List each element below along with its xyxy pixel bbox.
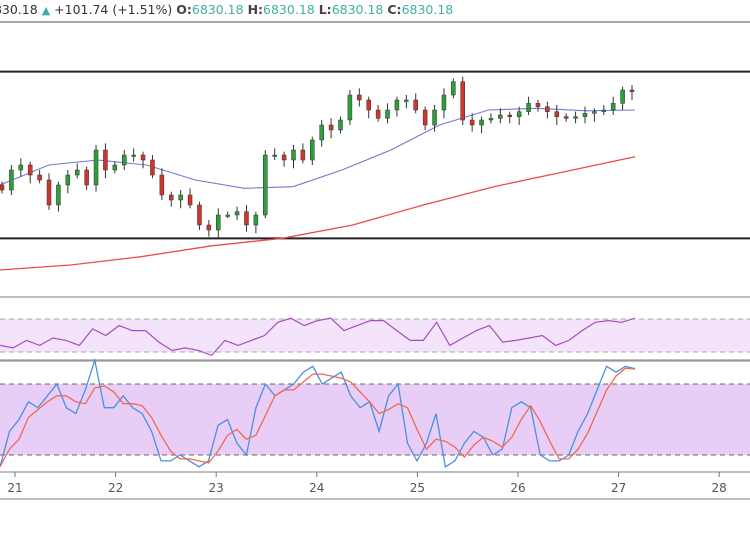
rsi-band	[0, 319, 750, 352]
candle-body	[507, 114, 513, 117]
high-value: 6830.18	[263, 2, 315, 17]
x-tick-label: 22	[108, 481, 123, 495]
candle-body	[592, 111, 597, 114]
open-label: O:	[176, 2, 192, 17]
candle-body	[159, 174, 165, 196]
candle-body	[460, 81, 465, 121]
candle-body	[140, 154, 146, 161]
candle-body	[272, 154, 277, 157]
candle-body	[338, 119, 343, 131]
low-label: L:	[318, 2, 332, 17]
candle-body	[178, 194, 183, 201]
candle-body	[441, 94, 447, 111]
candle-body	[629, 89, 635, 92]
candle-body	[432, 109, 437, 126]
stoch-k-line	[0, 357, 636, 468]
low-value: 6830.18	[331, 2, 384, 17]
candle-body	[545, 106, 550, 112]
candle-body	[74, 169, 80, 176]
stoch-d-line	[0, 367, 636, 468]
candle-body	[234, 211, 240, 216]
candle-body	[620, 89, 625, 104]
ma-slow-line	[0, 156, 636, 271]
candle-body	[9, 169, 14, 191]
candle-body	[488, 118, 494, 121]
candle-body	[150, 159, 155, 176]
candle-body	[479, 119, 484, 126]
candle-body	[310, 139, 315, 161]
candle-body	[319, 124, 324, 141]
candle-body	[451, 81, 456, 96]
x-tick-label: 28	[712, 481, 727, 495]
candle-body	[366, 99, 371, 111]
x-tick-label: 21	[7, 481, 22, 495]
candle-body	[263, 154, 268, 216]
candle-body	[300, 149, 306, 161]
candle-body	[385, 109, 390, 119]
candle-body	[65, 174, 71, 186]
candle-body	[131, 154, 136, 157]
candle-body	[244, 211, 249, 226]
candle-body	[563, 116, 569, 119]
candle-body	[216, 214, 221, 231]
candle-body	[206, 224, 212, 231]
candle-body	[582, 113, 588, 117]
candle-body	[46, 179, 52, 206]
x-tick-label: 27	[611, 481, 626, 495]
candle-body	[225, 214, 230, 217]
candle-body	[0, 184, 5, 191]
candle-body	[291, 149, 296, 161]
candle-body	[169, 194, 174, 201]
candle-body	[601, 109, 607, 112]
candle-body	[37, 174, 42, 181]
candle-body	[375, 109, 381, 119]
x-tick-label: 24	[309, 481, 324, 495]
candle-body	[535, 103, 541, 107]
candle-body	[328, 124, 334, 131]
candle-body	[187, 194, 193, 206]
candle-body	[93, 149, 99, 186]
candle-body	[394, 99, 400, 111]
candle-body	[357, 94, 362, 101]
last-price: 6830.18	[0, 2, 38, 17]
candle-body	[610, 103, 616, 111]
close-value: 6830.18	[401, 2, 454, 17]
close-label: C:	[387, 2, 402, 17]
triangle-up-icon: ▲	[41, 4, 51, 17]
high-label: H:	[247, 2, 264, 17]
candle-body	[253, 214, 259, 226]
candle-body	[573, 116, 578, 119]
candle-body	[469, 119, 475, 126]
candle-body	[526, 103, 531, 112]
candle-body	[121, 154, 127, 166]
rsi-line	[0, 317, 636, 357]
price-change: +101.74 (+1.51%)	[54, 2, 173, 17]
candle-body	[56, 184, 61, 206]
x-tick-label: 25	[410, 481, 425, 495]
candle-body	[516, 111, 522, 117]
candle-body	[112, 164, 118, 171]
candle-body	[281, 154, 287, 161]
x-tick-label: 23	[209, 481, 224, 495]
candle-body	[498, 114, 503, 119]
open-value: 6830.18	[191, 2, 244, 17]
ohlc-header: 6830.18 ▲ +101.74 (+1.51%) O:6830.18 H:6…	[0, 2, 453, 17]
x-tick-label: 26	[510, 481, 525, 495]
candle-body	[18, 164, 24, 171]
candle-body	[27, 164, 33, 176]
candle-body	[404, 99, 409, 102]
candle-body	[103, 149, 108, 171]
candle-body	[413, 99, 418, 111]
candle-body	[554, 111, 560, 117]
candle-body	[422, 109, 428, 126]
candle-body	[347, 94, 353, 121]
candle-body	[197, 204, 202, 226]
candle-body	[84, 169, 89, 186]
